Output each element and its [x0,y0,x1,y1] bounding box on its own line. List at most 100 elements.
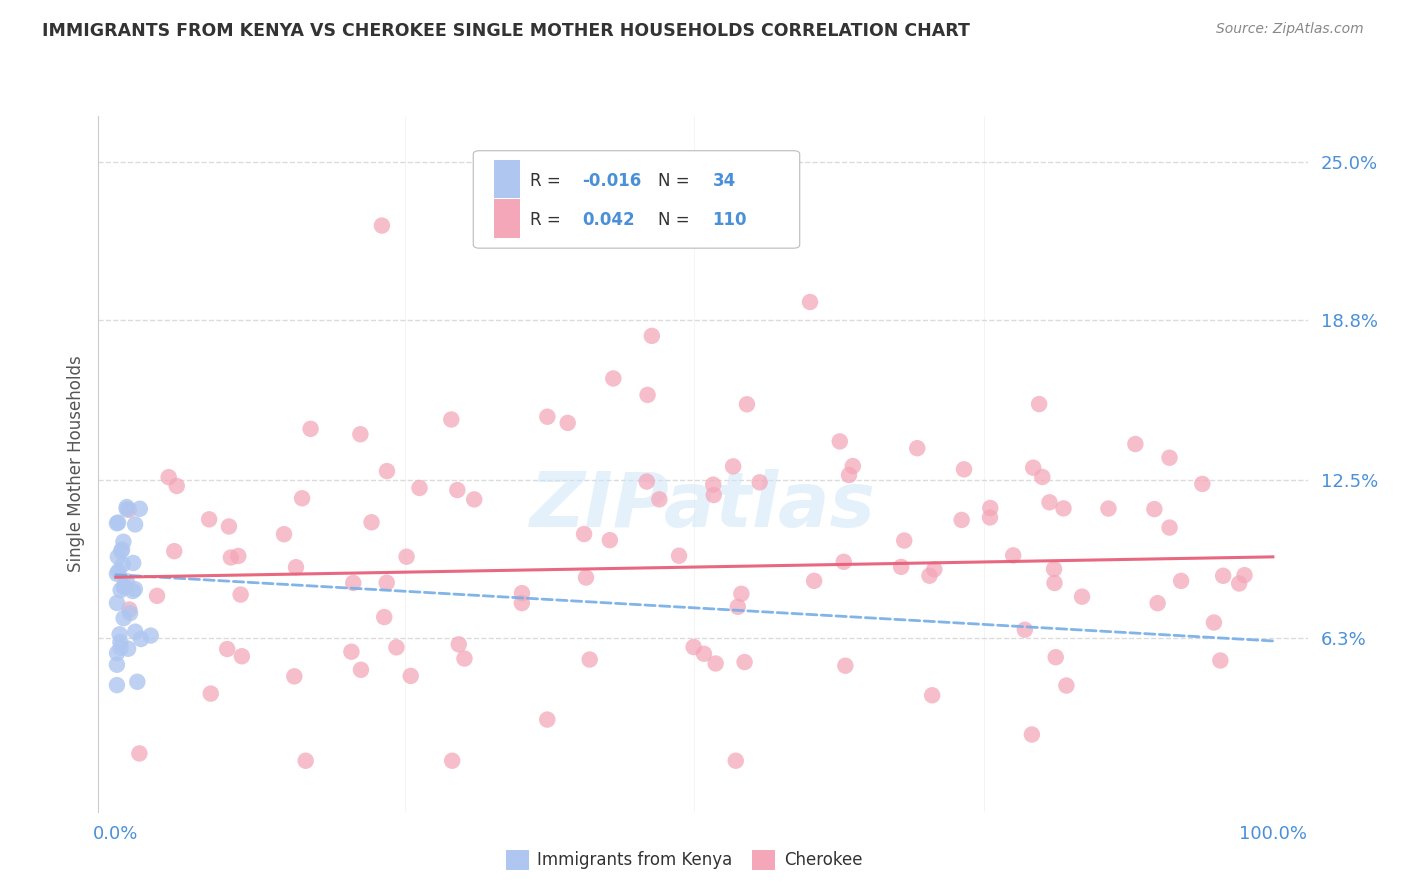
Point [1014,623,1036,637]
Point [340,645,363,659]
Point [721,459,744,474]
Point [890,560,912,574]
Point [893,533,915,548]
Point [1043,562,1066,576]
Point [572,527,595,541]
Point [231,649,253,664]
Point [637,388,659,402]
Point [128,747,150,761]
Point [373,610,395,624]
Point [953,462,976,476]
Point [110,640,132,655]
Point [1097,501,1119,516]
Point [536,713,558,727]
Point [112,611,135,625]
Point [118,606,141,620]
Point [838,468,860,483]
Point [575,570,598,584]
Point [294,754,316,768]
Point [1146,596,1168,610]
Point [112,534,135,549]
Point [446,483,468,497]
Point [110,635,132,649]
FancyBboxPatch shape [494,160,520,198]
Point [122,556,145,570]
Point [166,479,188,493]
Point [1212,568,1234,582]
Point [350,663,373,677]
Point [1021,727,1043,741]
Point [510,586,533,600]
Text: Source: ZipAtlas.com: Source: ZipAtlas.com [1216,22,1364,37]
Point [111,542,134,557]
Point [107,564,129,578]
Point [641,329,664,343]
Point [979,500,1001,515]
Point [111,558,134,572]
Y-axis label: Single Mother Households: Single Mother Households [66,356,84,572]
Point [112,580,135,594]
Point [349,427,371,442]
Point [385,640,408,655]
Point [107,549,129,564]
Point [105,678,128,692]
FancyBboxPatch shape [474,151,800,248]
Point [1052,501,1074,516]
Point [219,550,242,565]
Point [1043,576,1066,591]
Point [395,549,418,564]
Point [1227,576,1250,591]
Point [291,491,314,506]
Point [1045,650,1067,665]
Point [105,516,128,531]
Point [118,602,141,616]
Point [834,658,856,673]
Point [1159,520,1181,534]
Point [905,441,928,455]
Point [950,513,973,527]
Point [918,568,941,582]
Point [842,459,865,474]
Point [727,599,749,614]
Point [128,501,150,516]
Point [748,475,770,490]
Point [129,632,152,646]
Point [636,475,658,489]
Text: R =: R = [530,211,567,229]
Point [127,674,149,689]
Point [832,555,855,569]
Point [1038,495,1060,509]
Point [226,549,249,563]
FancyBboxPatch shape [494,200,520,238]
Text: N =: N = [658,211,695,229]
Point [921,688,943,702]
Point [124,582,146,596]
Point [124,624,146,639]
Text: Cherokee: Cherokee [785,851,863,869]
Point [375,464,398,478]
Point [273,527,295,541]
Point [105,566,128,581]
Point [463,492,485,507]
Point [283,669,305,683]
Point [105,657,128,672]
Point [828,434,851,449]
Text: 0.042: 0.042 [582,211,634,229]
Point [1233,568,1256,582]
Text: ZIPatlas: ZIPatlas [530,468,876,542]
Point [1031,470,1053,484]
Point [110,544,132,558]
Point [668,549,690,563]
Point [536,409,558,424]
Text: -0.016: -0.016 [582,171,641,190]
Point [117,641,139,656]
Point [1022,460,1045,475]
Point [682,640,704,654]
Point [599,533,621,548]
Point [648,492,671,507]
Point [702,477,724,491]
Point [115,574,138,589]
Point [163,544,186,558]
Point [285,560,308,574]
Point [799,295,821,310]
